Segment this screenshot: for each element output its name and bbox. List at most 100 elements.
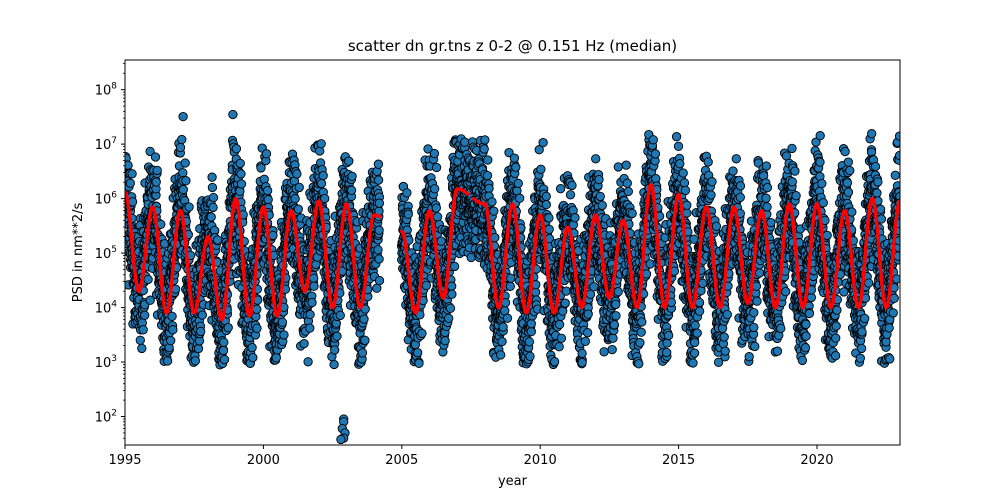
- scatter-point: [509, 153, 520, 163]
- scatter-point: [197, 310, 207, 320]
- scatter-point: [613, 162, 623, 172]
- scatter-point: [634, 359, 644, 369]
- scatter-point: [293, 204, 303, 214]
- scatter-point: [373, 245, 383, 255]
- scatter-point: [526, 326, 536, 337]
- scatter-point: [219, 354, 230, 365]
- scatter-point: [196, 326, 206, 337]
- scatter-point: [359, 314, 369, 324]
- scatter-point: [166, 335, 176, 346]
- scatter-point: [595, 191, 605, 202]
- scatter-point: [555, 184, 566, 194]
- scatter-point: [212, 235, 223, 245]
- scatter-point: [402, 188, 412, 198]
- scatter-point: [412, 347, 423, 358]
- scatter-point: [608, 333, 618, 343]
- scatter-point: [151, 177, 161, 187]
- scatter-point: [207, 172, 217, 182]
- scatter-point: [143, 274, 153, 285]
- scatter-point: [307, 297, 317, 308]
- scatter-point: [247, 342, 257, 353]
- scatter-point: [436, 236, 446, 246]
- scatter-point: [449, 261, 460, 272]
- scatter-point: [447, 281, 457, 291]
- scatter-point: [184, 202, 194, 212]
- scatter-point: [303, 357, 313, 367]
- scatter-point: [235, 158, 245, 169]
- scatter-point: [599, 347, 609, 357]
- scatter-point: [506, 273, 516, 283]
- scatter-point: [181, 176, 191, 186]
- scatter-point: [440, 336, 450, 346]
- scatter-point: [372, 283, 382, 293]
- scatter-point: [513, 178, 523, 189]
- scatter-point: [498, 322, 508, 332]
- scatter-point: [515, 193, 525, 203]
- scatter-point: [329, 359, 339, 370]
- scatter-point: [594, 174, 604, 185]
- scatter-point: [219, 337, 229, 347]
- scatter-point: [193, 343, 204, 354]
- scatter-point: [678, 168, 688, 178]
- scatter-point: [496, 350, 506, 360]
- scatter-point: [223, 322, 233, 333]
- scatter-point: [299, 338, 309, 349]
- scatter-point: [178, 168, 188, 178]
- scatter-point: [582, 328, 593, 338]
- scatter-point: [447, 289, 457, 299]
- scatter-point: [611, 299, 621, 310]
- scatter-point: [373, 175, 384, 185]
- scatter-point: [252, 323, 262, 333]
- scatter-point: [554, 342, 564, 352]
- scatter-point: [663, 330, 674, 341]
- scatter-point: [489, 206, 499, 216]
- scatter-point: [583, 309, 593, 319]
- scatter-point: [236, 179, 247, 189]
- scatter-point: [524, 337, 535, 347]
- scatter-point: [236, 169, 246, 179]
- scatter-point: [662, 338, 672, 348]
- scatter-point: [332, 331, 342, 341]
- scatter-point: [277, 317, 288, 327]
- scatter-point: [482, 170, 493, 181]
- scatter-point: [692, 328, 702, 338]
- scatter-point: [577, 348, 587, 359]
- scatter-point: [305, 323, 315, 333]
- scatter-point: [635, 338, 645, 348]
- scatter-point: [137, 343, 147, 354]
- scatter-point: [444, 313, 454, 323]
- scatter-point: [207, 182, 218, 193]
- scatter-point: [565, 190, 576, 200]
- scatter-point: [360, 335, 370, 345]
- scatter-point: [145, 146, 155, 157]
- scatter-point: [541, 191, 551, 202]
- scatter-point: [290, 194, 300, 204]
- scatter-point: [567, 180, 577, 191]
- scatter-point: [316, 139, 326, 149]
- scatter-point: [597, 200, 607, 211]
- scatter-point: [430, 184, 440, 194]
- scatter-point: [190, 356, 201, 366]
- scatter-point: [374, 225, 384, 235]
- scatter-point: [259, 174, 269, 184]
- scatter-point: [208, 192, 219, 203]
- scatter-point: [484, 183, 494, 194]
- scatter-point: [671, 132, 682, 142]
- scatter-point: [609, 320, 619, 330]
- scatter-point: [127, 169, 137, 179]
- scatter-point: [125, 178, 135, 188]
- scatter-point: [346, 185, 357, 195]
- scatter-point: [432, 212, 443, 222]
- scatter-point: [373, 159, 384, 169]
- scatter-point: [403, 209, 413, 219]
- scatter-point: [679, 178, 690, 188]
- scatter-point: [479, 144, 489, 154]
- scatter-point: [689, 348, 700, 358]
- scatter-point: [206, 212, 216, 222]
- scatter-point: [497, 336, 507, 347]
- scatter-point: [335, 310, 345, 321]
- scatter-point: [294, 182, 304, 193]
- scatter-point: [682, 200, 692, 210]
- scatter-point: [357, 348, 368, 358]
- scatter-point: [648, 135, 658, 145]
